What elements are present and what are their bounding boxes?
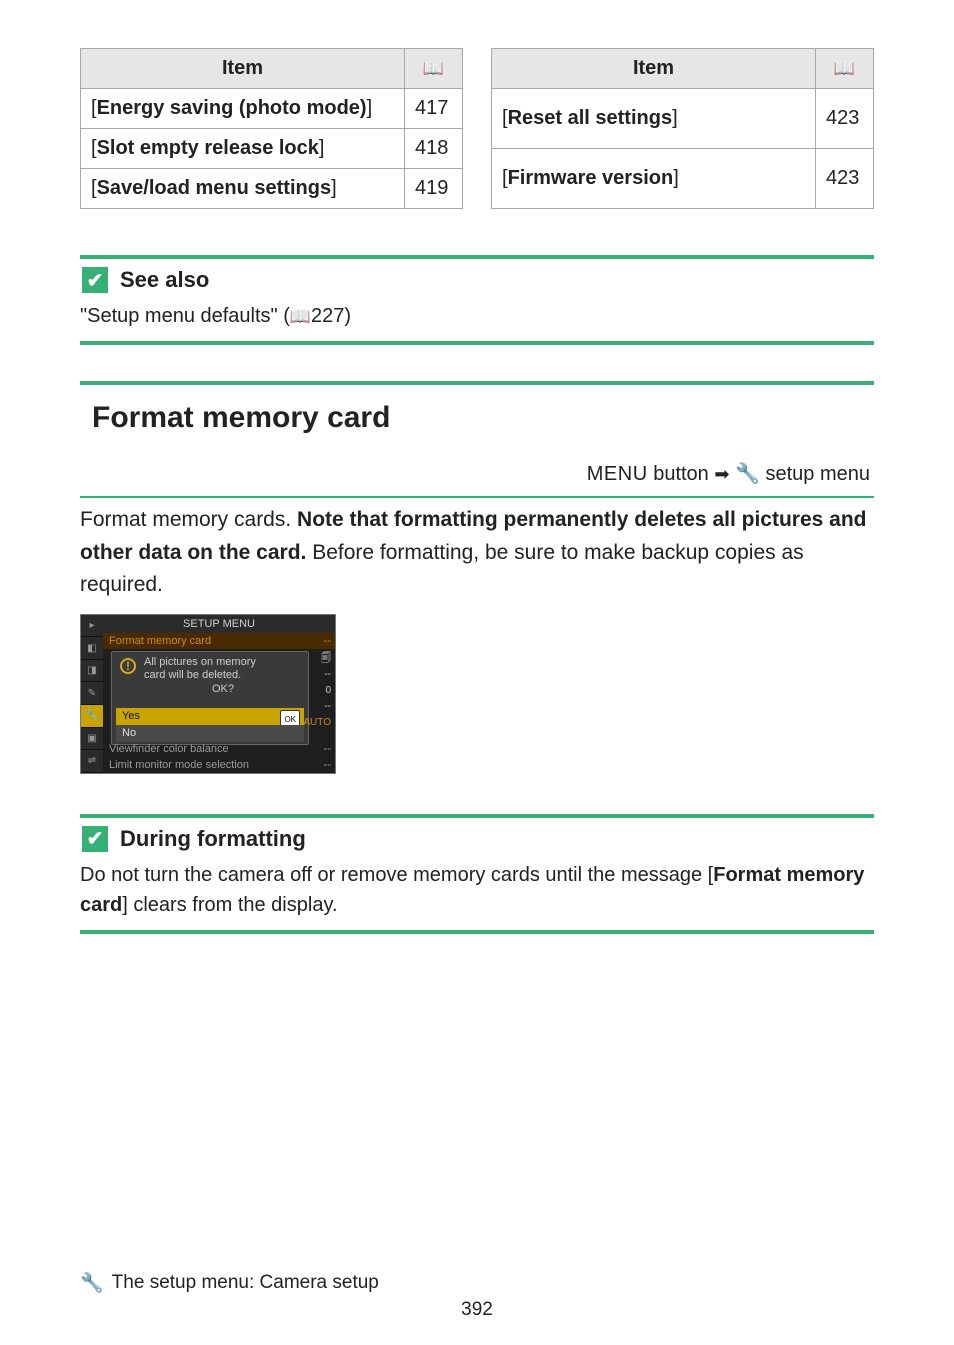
sidebar-icon: ◨ (81, 660, 103, 683)
camera-title: SETUP MENU (103, 615, 335, 633)
camera-row: Limit monitor mode selection-- (109, 759, 331, 771)
book-icon: 📖 (423, 59, 444, 78)
section-paragraph: Format memory cards. Note that formattin… (80, 498, 874, 602)
camera-sidebar: ▸ ◧ ◨ ✎ 🔧 ▣ ⇌ (81, 615, 103, 773)
right-table: Item 📖 [Reset all settings] 423 [Firmwar… (491, 48, 874, 209)
see-also-head: ✔ See also (80, 259, 874, 299)
footer-text: The setup menu: Camera setup (112, 1272, 379, 1294)
check-icon: ✔ (82, 826, 108, 852)
camera-right-column: 🗐 -- 0 -- AUTO (303, 651, 331, 731)
camera-dialog-msg: All pictures on memory card will be dele… (144, 656, 302, 697)
menu-path: MENU button ➡ 🔧 setup menu (80, 461, 874, 496)
book-icon: 📖 (834, 59, 855, 78)
arrow-icon: ➡ (714, 464, 729, 484)
camera-row: Viewfinder color balance-- (109, 743, 331, 755)
camera-dialog-no: No (116, 725, 304, 742)
during-body: Do not turn the camera off or remove mem… (80, 858, 874, 930)
see-also-title: See also (120, 267, 209, 293)
menu-button-label: MENU (587, 463, 648, 485)
wrench-icon: 🔧 (735, 463, 760, 485)
table-row: [Slot empty release lock] 418 (81, 129, 463, 169)
warning-icon: ! (120, 658, 136, 674)
sidebar-icon: ◧ (81, 637, 103, 660)
page-number: 392 (80, 1299, 874, 1321)
page-cell: 423 (816, 149, 874, 209)
during-head: ✔ During formatting (80, 818, 874, 858)
camera-highlight-row: Format memory card-- (103, 633, 335, 649)
during-formatting-box: ✔ During formatting Do not turn the came… (80, 814, 874, 934)
divider (80, 341, 874, 345)
sidebar-icon: ▸ (81, 615, 103, 638)
item-cell: [Reset all settings] (492, 89, 816, 149)
table-row: [Save/load menu settings] 419 (81, 169, 463, 209)
camera-screenshot: ▸ ◧ ◨ ✎ 🔧 ▣ ⇌ SETUP MENU Format memory c… (80, 614, 336, 774)
book-icon: 📖 (290, 307, 311, 326)
sidebar-icon-active: 🔧 (81, 705, 103, 728)
check-icon: ✔ (82, 267, 108, 293)
item-cell: [Energy saving (photo mode)] (81, 89, 405, 129)
page-cell: 417 (405, 89, 463, 129)
see-also-box: ✔ See also "Setup menu defaults" (📖227) (80, 255, 874, 345)
page-cell: 419 (405, 169, 463, 209)
menu-index-tables: Item 📖 [Energy saving (photo mode)] 417 … (80, 48, 874, 209)
item-cell: [Slot empty release lock] (81, 129, 405, 169)
divider (80, 930, 874, 934)
page-cell: 418 (405, 129, 463, 169)
table-row: [Energy saving (photo mode)] 417 (81, 89, 463, 129)
format-memory-card-section: Format memory card MENU button ➡ 🔧 setup… (80, 381, 874, 774)
sidebar-icon: ✎ (81, 682, 103, 705)
right-table-head-item: Item (492, 49, 816, 89)
camera-dialog-yes: YesOK (116, 708, 304, 725)
footer-line: 🔧 The setup menu: Camera setup (80, 1271, 874, 1295)
camera-dialog: ! All pictures on memory card will be de… (111, 651, 309, 745)
section-heading: Format memory card (80, 385, 874, 461)
during-title: During formatting (120, 826, 306, 852)
item-cell: [Firmware version] (492, 149, 816, 209)
right-table-head-page: 📖 (816, 49, 874, 89)
page-cell: 423 (816, 89, 874, 149)
wrench-icon: 🔧 (80, 1271, 104, 1295)
sidebar-icon: ⇌ (81, 750, 103, 773)
see-also-body: "Setup menu defaults" (📖227) (80, 299, 874, 341)
table-row: [Reset all settings] 423 (492, 89, 874, 149)
sidebar-icon: ▣ (81, 728, 103, 751)
left-table: Item 📖 [Energy saving (photo mode)] 417 … (80, 48, 463, 209)
left-table-head-item: Item (81, 49, 405, 89)
left-table-head-page: 📖 (405, 49, 463, 89)
item-cell: [Save/load menu settings] (81, 169, 405, 209)
table-row: [Firmware version] 423 (492, 149, 874, 209)
page-footer: 🔧 The setup menu: Camera setup 392 (80, 1271, 874, 1321)
